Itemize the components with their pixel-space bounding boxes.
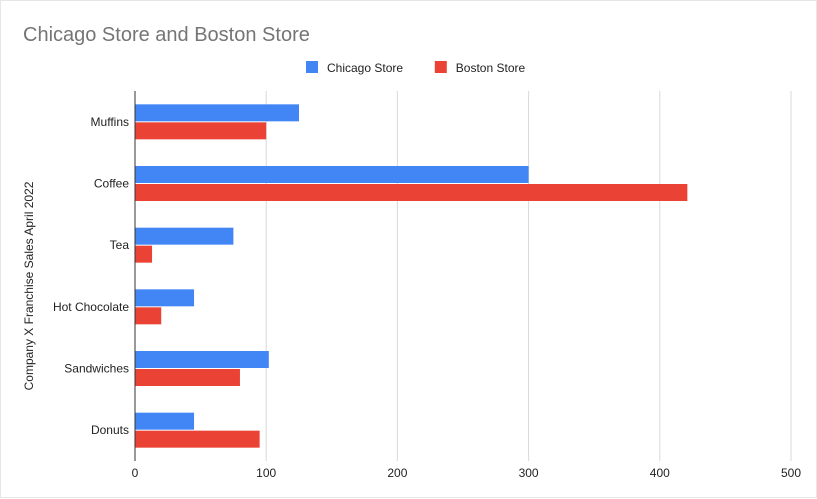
- x-tick-label: 400: [650, 466, 670, 480]
- bar-chicago-store-coffee: [135, 166, 529, 183]
- x-tick-label: 500: [781, 466, 801, 480]
- legend-label: Boston Store: [456, 61, 526, 75]
- bar-chicago-store-muffins: [135, 104, 299, 122]
- bars: [135, 104, 688, 448]
- category-label: Donuts: [91, 423, 129, 437]
- legend-swatch: [306, 61, 318, 73]
- x-axis-ticks: 0 100 200 300 400 500: [132, 466, 802, 480]
- chart-title: Chicago Store and Boston Store: [23, 24, 310, 46]
- bar-chicago-store-sandwiches: [135, 351, 269, 368]
- category-label: Muffins: [91, 115, 129, 129]
- bar-boston-store-donuts: [135, 430, 260, 448]
- bar-chicago-store-tea: [135, 227, 234, 245]
- y-axis-label: Company X Franchise Sales April 2022: [22, 181, 36, 390]
- category-label: Tea: [110, 238, 130, 252]
- category-labels: Muffins Coffee Tea Hot Chocolate Sandwiches D…: [53, 115, 129, 437]
- bar-boston-store-coffee: [135, 184, 688, 201]
- bar-boston-store-sandwiches: [135, 369, 240, 386]
- legend-swatch: [434, 61, 447, 73]
- x-tick-label: 200: [387, 466, 407, 480]
- category-label: Sandwiches: [64, 362, 129, 376]
- x-tick-label: 100: [256, 466, 276, 480]
- bar-boston-store-hot-chocolate: [135, 307, 162, 325]
- x-tick-label: 300: [519, 466, 539, 480]
- gridlines: [265, 91, 792, 461]
- legend: Chicago Store Boston Store: [306, 61, 526, 75]
- bar-chicago-store-donuts: [135, 412, 195, 430]
- category-label: Coffee: [94, 177, 129, 191]
- category-label: Hot Chocolate: [53, 300, 129, 314]
- legend-label: Chicago Store: [327, 61, 403, 75]
- bar-boston-store-muffins: [135, 122, 267, 140]
- bar-boston-store-tea: [135, 245, 153, 263]
- x-tick-label: 0: [132, 466, 139, 480]
- bar-chicago-store-hot-chocolate: [135, 289, 195, 307]
